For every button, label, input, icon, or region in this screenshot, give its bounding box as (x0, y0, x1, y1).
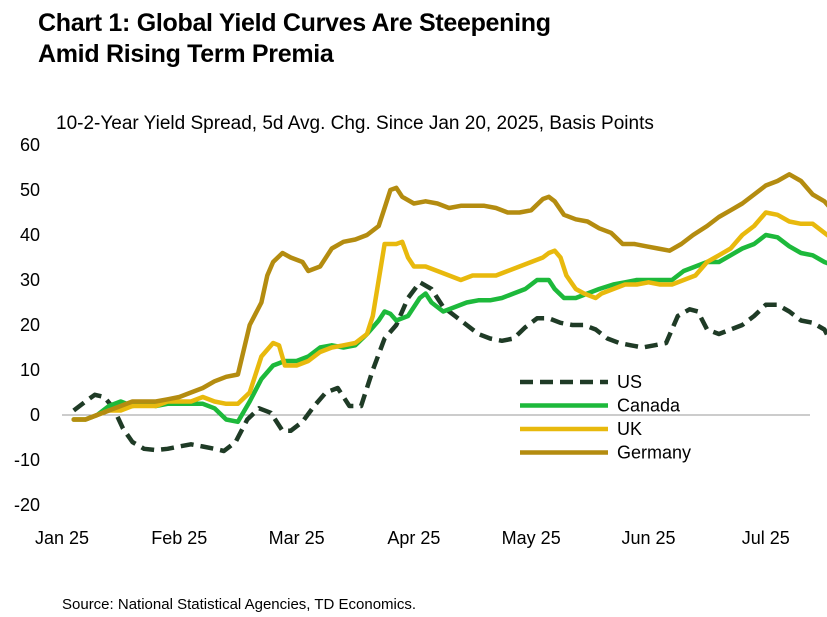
legend-label-us: US (617, 372, 642, 392)
y-tick-label: 10 (20, 360, 40, 380)
x-tick-label: Jan 25 (35, 528, 89, 548)
series-layer (71, 172, 827, 454)
legend-label-canada: Canada (617, 396, 681, 416)
y-tick-label: 50 (20, 180, 40, 200)
chart-subtitle: 10-2-Year Yield Spread, 5d Avg. Chg. Sin… (56, 113, 654, 134)
legend-label-germany: Germany (617, 443, 691, 463)
x-tick-label: Mar 25 (269, 528, 325, 548)
y-tick-label: 30 (20, 270, 40, 290)
x-tick-label: Jun 25 (621, 528, 675, 548)
series-line-uk (71, 210, 827, 422)
series-line-germany (71, 172, 827, 422)
x-axis: Jan 25 Feb 25 Mar 25 Apr 25 May 25 Jun 25 Jul … (35, 528, 790, 548)
y-tick-label: -10 (14, 450, 40, 470)
chart-title-line-1: Chart 1: Global Yield Curves Are Steepen… (38, 9, 551, 37)
x-tick-label: May 25 (502, 528, 561, 548)
y-tick-label: 40 (20, 225, 40, 245)
y-axis: 60 50 40 30 20 10 0 -10 -20 (14, 135, 40, 515)
y-tick-label: 0 (30, 405, 40, 425)
source-note: Source: National Statistical Agencies, T… (62, 596, 417, 613)
y-tick-label: 20 (20, 315, 40, 335)
y-tick-label: -20 (14, 495, 40, 515)
chart-title-line-2: Amid Rising Term Premia (38, 40, 334, 68)
x-tick-label: Jul 25 (742, 528, 790, 548)
legend-label-uk: UK (617, 419, 642, 439)
x-tick-label: Apr 25 (387, 528, 440, 548)
y-tick-label: 60 (20, 135, 40, 155)
legend: US Canada UK Germany (520, 372, 691, 463)
x-tick-label: Feb 25 (151, 528, 207, 548)
chart-title: Chart 1: Global Yield Curves Are Steepen… (38, 8, 551, 70)
